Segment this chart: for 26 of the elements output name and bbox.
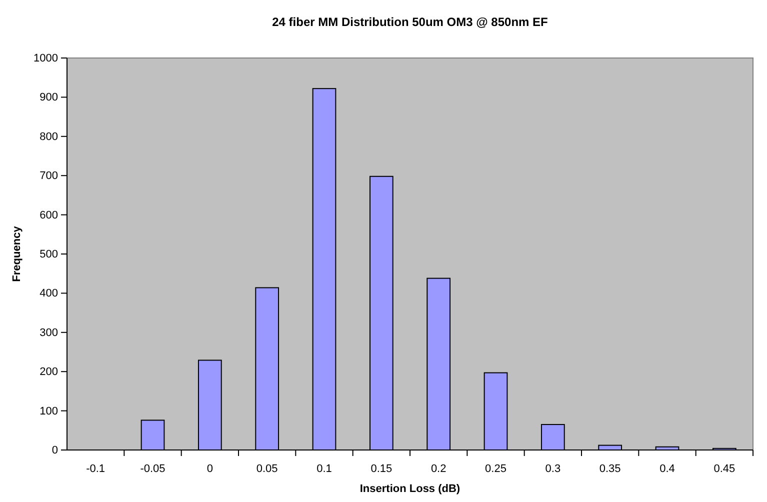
- y-tick-label: 100: [40, 405, 58, 418]
- y-tick-label: 0: [52, 444, 58, 457]
- y-axis-title: Frequency: [11, 225, 23, 282]
- x-tick-label: 0.1: [316, 463, 332, 476]
- x-tick-label: 0.25: [485, 463, 506, 476]
- x-axis-title: Insertion Loss (dB): [360, 483, 460, 495]
- y-tick-label: 200: [40, 366, 58, 378]
- y-tick-label: 400: [40, 288, 58, 300]
- x-tick-label: 0.05: [256, 463, 278, 476]
- y-tick-label: 300: [40, 326, 58, 339]
- x-tick-label: 0.4: [660, 463, 675, 476]
- y-tick-label: 600: [40, 209, 58, 222]
- y-tick-label: 700: [40, 170, 58, 182]
- x-tick-label: 0.45: [714, 463, 736, 476]
- x-tick-label: 0.2: [430, 463, 446, 476]
- y-tick-label: 900: [40, 92, 58, 104]
- y-tick-label: 1000: [34, 52, 58, 65]
- y-tick-label: 500: [40, 248, 58, 261]
- x-tick-label: 0.3: [545, 463, 561, 476]
- x-tick-label: -0.1: [86, 463, 106, 476]
- x-tick-label: 0.15: [370, 463, 392, 476]
- y-tick-label: 800: [40, 130, 58, 143]
- chart-title: 24 fiber MM Distribution 50um OM3 @ 850nm EF: [272, 15, 548, 29]
- x-tick-label: 0.35: [599, 463, 621, 476]
- x-tick-label: -0.05: [140, 463, 166, 476]
- x-tick-label: 0: [206, 463, 213, 476]
